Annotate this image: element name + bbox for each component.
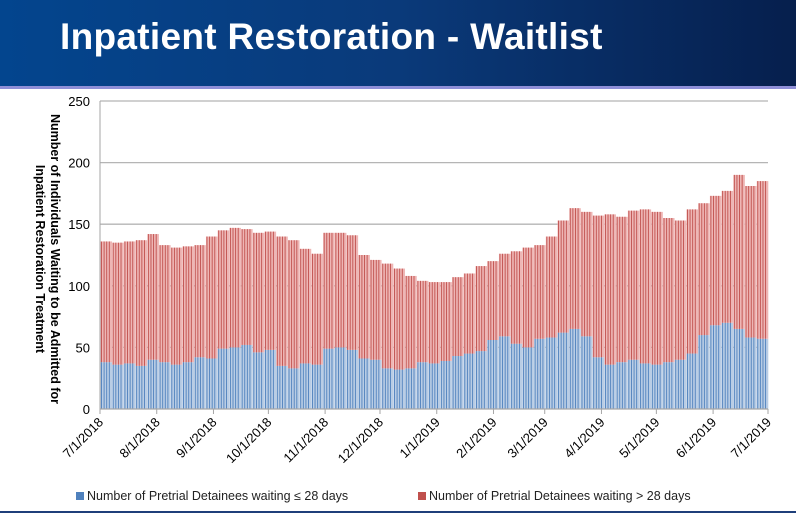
x-tick-label: 4/1/2019: [561, 415, 607, 461]
x-tick-label: 9/1/2018: [173, 415, 219, 461]
title-banner: Inpatient Restoration - Waitlist: [0, 0, 796, 89]
x-tick-label: 7/1/2018: [60, 415, 106, 461]
legend-label-le28: Number of Pretrial Detainees waiting ≤ 2…: [87, 489, 349, 503]
slide-title: Inpatient Restoration - Waitlist: [60, 16, 603, 57]
y-tick-label: 50: [76, 340, 90, 355]
x-tick-label: 11/1/2018: [280, 415, 331, 466]
x-tick-label: 8/1/2018: [116, 415, 162, 461]
legend-item-le28: Number of Pretrial Detainees waiting ≤ 2…: [76, 489, 348, 503]
legend-swatch-red: [418, 492, 426, 500]
x-tick-label: 10/1/2018: [223, 415, 275, 467]
x-tick-label: 12/1/2018: [335, 415, 387, 467]
legend-swatch-blue: [76, 492, 84, 500]
legend-label-gt28: Number of Pretrial Detainees waiting > 2…: [429, 489, 691, 503]
y-tick-label: 0: [83, 402, 90, 417]
x-tick-label: 6/1/2019: [673, 415, 719, 461]
y-tick-label: 150: [68, 217, 90, 232]
footer-rule: [0, 511, 796, 513]
x-tick-label: 1/1/2019: [396, 415, 442, 461]
y-tick-label: 100: [68, 279, 90, 294]
x-tick-label: 7/1/2019: [728, 415, 774, 461]
y-tick-label: 250: [68, 94, 90, 109]
legend-item-gt28: Number of Pretrial Detainees waiting > 2…: [418, 489, 691, 503]
x-tick-label: 5/1/2019: [616, 415, 662, 461]
x-tick-label: 2/1/2019: [453, 415, 499, 461]
x-tick-label: 3/1/2019: [504, 415, 550, 461]
y-tick-label: 200: [68, 156, 90, 171]
